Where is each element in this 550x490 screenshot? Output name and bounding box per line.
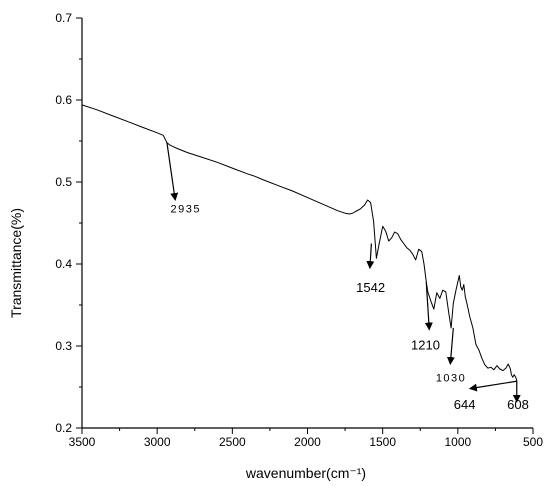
- peak-annotation: 1210: [411, 282, 440, 352]
- annotation-arrow: [446, 327, 455, 366]
- x-axis-label: wavenumber(cm⁻¹): [245, 465, 366, 481]
- spectrum-line: [81, 104, 518, 381]
- y-tick-label: 0.3: [55, 339, 72, 353]
- peak-label: 1210: [411, 337, 440, 352]
- annotations: 2935 1542 1210 1030 644 608: [166, 142, 529, 412]
- y-tick-label: 0.7: [55, 11, 72, 25]
- axes: 3500 3000 2500 2000 1500 1000 500 0.2 0.3 0.4 0.5 0…: [55, 11, 543, 449]
- annotation-arrow: [366, 243, 375, 270]
- peak-label: 608: [507, 397, 529, 412]
- peak-label: 1542: [356, 280, 385, 295]
- y-tick-label: 0.6: [55, 93, 72, 107]
- y-tick-label: 0.2: [55, 421, 72, 435]
- y-tick-label: 0.5: [55, 175, 72, 189]
- peak-annotation: 608: [507, 380, 529, 412]
- annotation-arrow: [424, 282, 433, 331]
- x-tick-label: 500: [523, 435, 543, 449]
- x-tick-label: 2500: [219, 435, 246, 449]
- x-tick-label: 3000: [144, 435, 171, 449]
- peak-label: 2935: [170, 203, 200, 215]
- y-tick-label: 0.4: [55, 257, 72, 271]
- peak-annotation: 2935: [166, 142, 200, 215]
- peak-label: 644: [454, 397, 476, 412]
- y-axis-label: Transmittance(%): [8, 208, 24, 318]
- x-tick-label: 1000: [444, 435, 471, 449]
- peak-annotation: 644: [454, 380, 517, 412]
- annotation-arrow: [468, 380, 517, 392]
- peak-label: 1030: [436, 372, 466, 384]
- x-tick-label: 3500: [69, 435, 96, 449]
- x-tick-label: 1500: [369, 435, 396, 449]
- annotation-arrow: [166, 142, 179, 202]
- peak-annotation: 1542: [356, 243, 385, 295]
- series-layer: [81, 104, 518, 381]
- x-tick-label: 2000: [294, 435, 321, 449]
- peak-annotation: 1030: [436, 327, 466, 384]
